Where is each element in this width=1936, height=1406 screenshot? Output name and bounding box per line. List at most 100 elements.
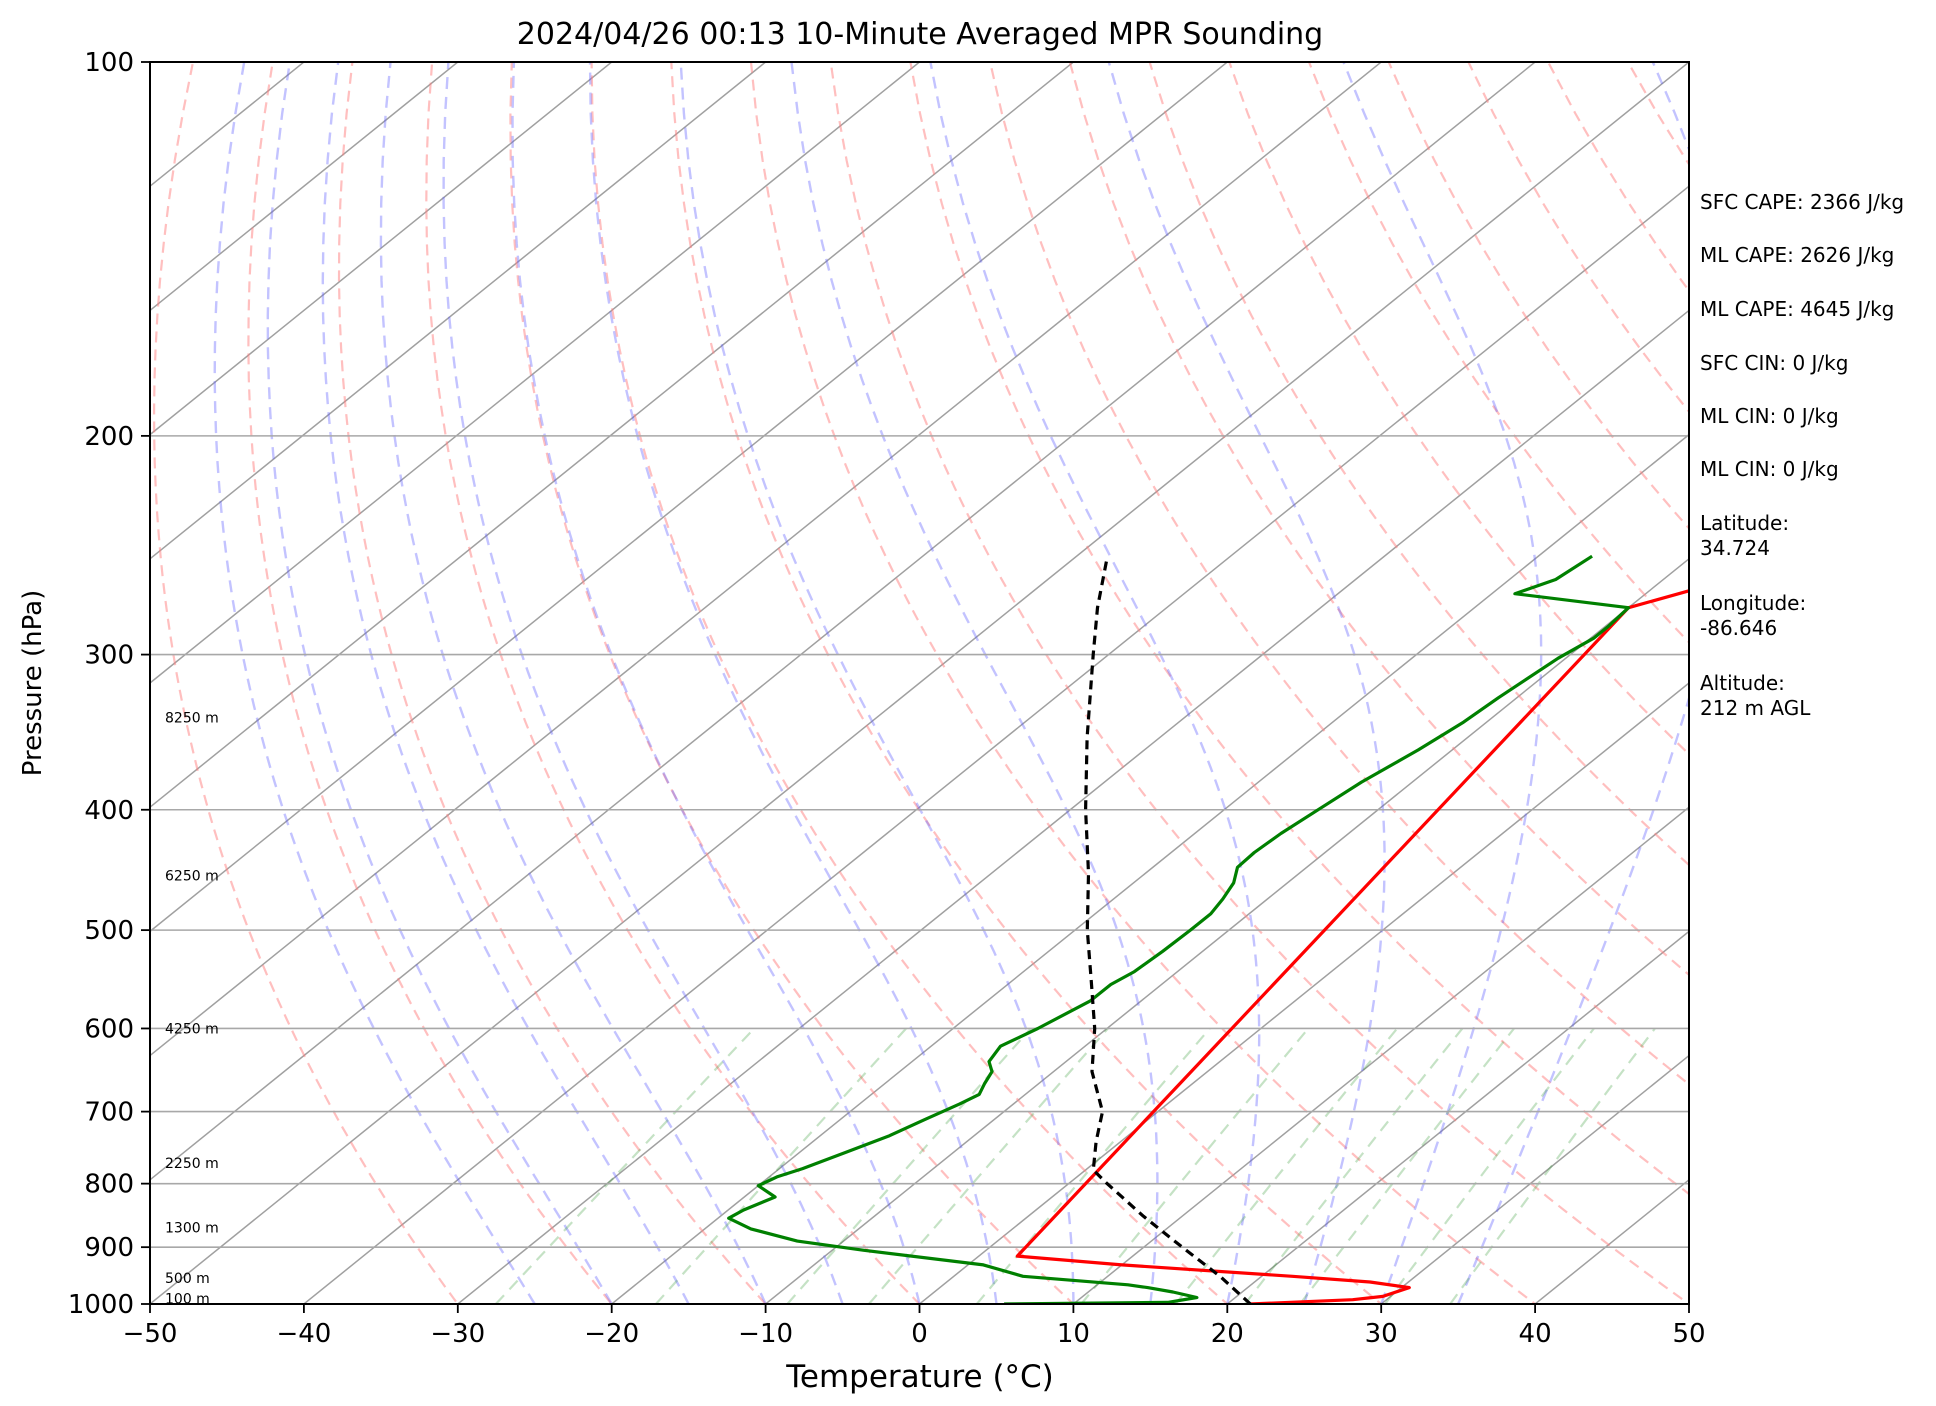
- isotherm-line: [456, 309, 1689, 1304]
- pressure-gridlines: [150, 62, 1689, 1304]
- moist-adiabat-line: [588, 62, 998, 1304]
- y-axis: 100 200 300 400 500 600 700 800 900 1000: [68, 48, 150, 1320]
- x-tick-label: 30: [1365, 1319, 1398, 1349]
- mixing-ratio-line: [1174, 1027, 1398, 1304]
- chart-title: 2024/04/26 00:13 10-Minute Averaged MPR …: [517, 17, 1323, 52]
- y-tick-label: 200: [84, 422, 134, 452]
- y-tick-label: 1000: [68, 1290, 134, 1320]
- sounding-series: [727, 554, 1689, 1304]
- dry-adiabat-line: [988, 62, 1689, 1086]
- dry-adiabat-line: [1148, 62, 1689, 867]
- isotherm-line: [150, 62, 921, 684]
- dry-adiabat-line: [829, 62, 1689, 1304]
- isotherm-line: [1072, 806, 1689, 1304]
- latitude-label: Latitude:: [1700, 511, 1790, 535]
- moist-adiabat-line: [1456, 62, 1689, 1304]
- dry-adiabat-line: [509, 62, 1076, 1304]
- moist-adiabat-line: [266, 62, 613, 1304]
- y-tick-label: 600: [84, 1014, 134, 1044]
- x-tick-label: 10: [1057, 1319, 1090, 1349]
- y-tick-label: 800: [84, 1170, 134, 1200]
- isotherm-line: [1226, 930, 1689, 1304]
- longitude-value: -86.646: [1700, 616, 1778, 640]
- dry-adiabat-line: [337, 62, 768, 1304]
- mixing-ratio-line: [1080, 1027, 1310, 1304]
- ml-cin-text: ML CIN: 0 J/kg: [1700, 404, 1839, 428]
- moist-adiabat-line: [1107, 62, 1386, 1304]
- y-tick-label: 900: [84, 1233, 134, 1263]
- ml-cape-text-2: ML CAPE: 4645 J/kg: [1700, 297, 1895, 321]
- x-tick-label: 40: [1519, 1319, 1552, 1349]
- moist-adiabat-line: [442, 62, 844, 1304]
- moist-adiabat-line: [213, 62, 536, 1304]
- isotherm-line: [150, 62, 767, 560]
- x-tick-label: 0: [911, 1319, 928, 1349]
- height-labels: 100 m 500 m 1300 m 2250 m 4250 m 6250 m 8250 m: [165, 710, 219, 1307]
- x-tick-label: −30: [430, 1319, 485, 1349]
- y-tick-label: 500: [84, 916, 134, 946]
- mixing-ratio-line: [975, 1027, 1211, 1304]
- height-label: 4250 m: [165, 1021, 219, 1037]
- height-label: 1300 m: [165, 1221, 219, 1237]
- y-tick-label: 100: [84, 48, 134, 78]
- ml-cape-text: ML CAPE: 2626 J/kg: [1700, 243, 1895, 267]
- isotherm-line: [1379, 1054, 1689, 1304]
- y-tick-label: 700: [84, 1098, 134, 1128]
- sfc-cin-text: SFC CIN: 0 J/kg: [1700, 351, 1849, 375]
- longitude-label: Longitude:: [1700, 591, 1807, 615]
- x-tick-label: 20: [1211, 1319, 1244, 1349]
- isotherm-line: [764, 557, 1689, 1304]
- x-tick-label: −20: [584, 1319, 639, 1349]
- latitude-value: 34.724: [1700, 536, 1770, 560]
- isotherm-line: [150, 62, 460, 312]
- moist-adiabat-line: [321, 62, 690, 1304]
- moist-adiabat-line: [790, 62, 1159, 1304]
- isotherm-line: [150, 62, 1383, 1057]
- moist-adiabat-line: [1342, 62, 1543, 1304]
- height-label: 8250 m: [165, 710, 219, 726]
- isotherm-line: [150, 62, 306, 188]
- altitude-value: 212 m AGL: [1700, 696, 1811, 720]
- dry-adiabat-line: [1068, 62, 1689, 977]
- isotherm-line: [610, 433, 1689, 1304]
- isotherm-line: [150, 62, 613, 436]
- mixing-ratio-line: [1449, 1027, 1656, 1304]
- height-label: 2250 m: [165, 1156, 219, 1172]
- y-tick-label: 300: [84, 641, 134, 671]
- x-tick-label: −40: [276, 1319, 331, 1349]
- isotherm-line: [918, 682, 1689, 1304]
- ml-cin-text-2: ML CIN: 0 J/kg: [1700, 457, 1839, 481]
- x-tick-label: 50: [1672, 1319, 1705, 1349]
- dry-adiabat-line: [425, 62, 922, 1304]
- height-label: 6250 m: [165, 869, 219, 885]
- x-tick-label: −10: [738, 1319, 793, 1349]
- profile-line-1: [727, 554, 1631, 1304]
- isotherm-line: [150, 62, 1537, 1181]
- x-axis: −50 −40 −30 −20 −10 0 10 20 30 40 50: [123, 1304, 1706, 1349]
- dry-adiabat-line: [152, 62, 460, 1304]
- profile-line-0: [1015, 589, 1689, 1304]
- y-tick-label: 400: [84, 796, 134, 826]
- mixing-ratio-line: [655, 1027, 907, 1304]
- moist-adiabat-line: [929, 62, 1261, 1304]
- sfc-cape-text: SFC CAPE: 2366 J/kg: [1700, 190, 1905, 214]
- dry-adiabat-line: [670, 62, 1383, 1304]
- isotherm-line: [150, 62, 1229, 933]
- mixing-ratio-line: [868, 1027, 1109, 1304]
- mixing-ratio-line: [1244, 1027, 1464, 1304]
- dry-adiabat-line: [749, 62, 1537, 1304]
- moist-adiabat-line: [679, 62, 1075, 1304]
- background-guide-lines: [150, 5, 1936, 1330]
- altitude-label: Altitude:: [1700, 671, 1785, 695]
- moist-adiabat-line: [511, 62, 921, 1304]
- dry-adiabat-line: [247, 62, 614, 1304]
- mixing-ratio-line: [1384, 1027, 1595, 1304]
- isotherm-line: [150, 62, 1689, 1304]
- mixing-ratio-line: [494, 1027, 755, 1304]
- x-axis-label: Temperature (°C): [785, 1359, 1054, 1395]
- y-axis-label: Pressure (hPa): [18, 590, 48, 777]
- x-tick-label: −50: [123, 1319, 178, 1349]
- height-label: 100 m: [165, 1292, 210, 1308]
- dry-adiabat-line: [1908, 5, 1936, 1330]
